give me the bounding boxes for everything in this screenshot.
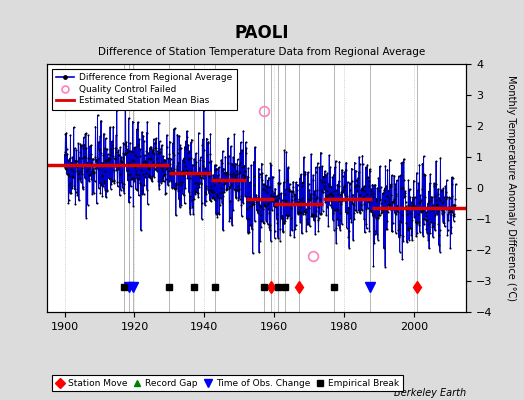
Y-axis label: Monthly Temperature Anomaly Difference (°C): Monthly Temperature Anomaly Difference (… bbox=[507, 75, 517, 301]
Legend: Station Move, Record Gap, Time of Obs. Change, Empirical Break: Station Move, Record Gap, Time of Obs. C… bbox=[52, 375, 403, 392]
Text: Difference of Station Temperature Data from Regional Average: Difference of Station Temperature Data f… bbox=[99, 47, 425, 57]
Legend: Difference from Regional Average, Quality Control Failed, Estimated Station Mean: Difference from Regional Average, Qualit… bbox=[52, 68, 236, 110]
Text: Berkeley Earth: Berkeley Earth bbox=[394, 388, 466, 398]
Text: PAOLI: PAOLI bbox=[235, 24, 289, 42]
